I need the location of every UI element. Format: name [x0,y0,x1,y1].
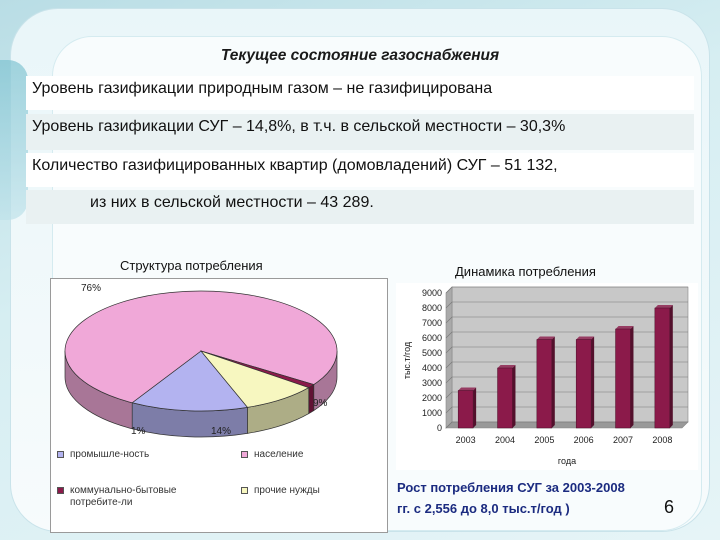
y-tick-label: 8000 [422,303,442,313]
growth-note-line-2: гг. с 2,556 до 8,0 тыс.т/год ) [397,501,570,516]
gridline-side [445,316,453,324]
bar-side [473,387,477,428]
growth-note-line-1: Рост потребления СУГ за 2003-2008 [397,480,625,495]
legend-swatch [57,487,64,494]
plot-back-wall [451,286,689,423]
y-tick-label: 9000 [422,288,442,298]
page-number: 6 [664,497,675,517]
bar-top [654,305,673,308]
pie-slice-промышленность [131,350,249,412]
pie-slice-население [64,290,338,404]
info-line-rural: из них в сельской местности – 43 289. [26,190,694,224]
legend-label: коммунально-бытовые потребите-ли [70,485,177,508]
y-tick-label: 5000 [422,348,442,358]
gridline-side [445,361,453,369]
y-tick-label: 2000 [422,393,442,403]
legend-swatch [241,451,248,458]
x-axis-label: года [558,456,576,466]
pie-chart-title: Структура потребления [120,258,263,273]
bar-side [669,305,673,428]
y-tick-label: 0 [437,423,442,433]
bar-2008 [654,307,671,429]
pie-legend-item-population: население [241,449,411,461]
slide-title: Текущее состояние газоснабжения [220,47,500,64]
legend-label: прочие нужды [254,485,320,496]
bar-chart-title: Динамика потребления [455,264,596,279]
bar-side [551,336,555,428]
legend-swatch [241,487,248,494]
bar-top [497,365,516,368]
pie-value-label: 76% [81,283,101,294]
bar-2005 [536,339,553,429]
gridline-side [445,346,453,354]
y-tick-label: 7000 [422,318,442,328]
pie-legend-item-communal: коммунально-бытовые потребите-ли [57,485,227,509]
info-line-apartments: Количество газифицированных квартир (дом… [26,153,694,187]
y-tick-label: 4000 [422,363,442,373]
x-tick-label: 2008 [652,435,672,445]
pie-legend-item-other: прочие нужды [241,485,411,497]
info-line-lpg-level: Уровень газификации СУГ – 14,8%, в т.ч. … [26,114,694,150]
y-tick-label: 1000 [422,408,442,418]
y-tick-label: 6000 [422,333,442,343]
bar-top [576,336,595,340]
gridline-side [445,286,453,294]
bar-top [536,336,555,340]
y-tick-label: 3000 [422,378,442,388]
pie-value-label: 1% [131,426,146,437]
bar-2004 [497,367,513,429]
bar-side [512,365,516,428]
pie-value-label: 14% [211,426,231,437]
bar-2003 [457,390,474,429]
bar-side [591,336,595,428]
pie-slice-прочие нужды [199,350,310,408]
gridline-side [445,376,453,384]
bar-side [630,326,634,428]
x-tick-label: 2005 [534,435,554,445]
bar-chart-panel: 0 1000 2000 3000 4000 5000 6000 7000 8000 9000 200… [396,283,698,470]
growth-note: Рост потребления СУГ за 2003-2008 гг. с … [397,477,625,519]
plot-side-wall [445,286,453,429]
gridline-side [445,406,453,414]
bar-2007 [615,328,631,429]
info-line-gasification: Уровень газификации природным газом – не… [26,76,694,110]
plot-floor [445,421,689,429]
gridline-side [445,421,453,429]
bar-top [458,387,477,391]
x-tick-label: 2006 [574,435,594,445]
x-tick-label: 2007 [613,435,633,445]
y-axis-label: тыс.т/год [402,341,412,379]
gridline-side [445,331,453,339]
pie-legend-item-industry: промышле-ность [57,449,227,461]
bar-top [615,326,634,329]
x-tick-label: 2004 [495,435,515,445]
pie-chart-panel: 14% 76% 1% 9% промышле-ность население комм… [50,278,388,533]
decorative-side-bar [0,60,28,220]
bar-2006 [575,339,592,429]
pie-chart: 14% 76% 1% 9% [64,283,338,438]
legend-label: население [254,449,304,460]
gridline-side [445,391,453,399]
bar-chart: 0 1000 2000 3000 4000 5000 6000 7000 8000 9000 200… [402,286,689,466]
legend-label: промышле-ность [70,449,150,460]
gridline-side [445,301,453,309]
x-tick-label: 2003 [456,435,476,445]
legend-swatch [57,451,64,458]
pie-value-label: 9% [313,398,328,409]
